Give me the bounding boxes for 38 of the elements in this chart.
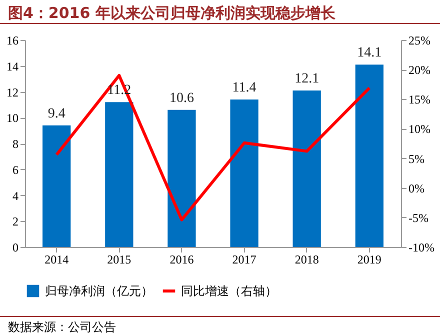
y2-tick-label: 10% — [408, 122, 430, 136]
legend-label: 归母净利润（亿元） — [45, 284, 153, 298]
bar — [168, 110, 196, 247]
x-tick-label: 2018 — [294, 252, 319, 266]
x-tick-label: 2019 — [357, 252, 382, 266]
data-label: 10.6 — [169, 90, 194, 106]
y-tick-label: 8 — [12, 137, 18, 151]
y-tick-label: 2 — [12, 214, 18, 229]
legend-label: 同比增速（右轴） — [181, 284, 277, 298]
y2-tick-label: -10% — [408, 240, 434, 254]
data-label: 12.1 — [294, 71, 320, 86]
y-tick-label: 16 — [6, 34, 18, 48]
x-tick-label: 2017 — [232, 252, 256, 266]
y2-tick-label: 0% — [408, 181, 424, 196]
y2-tick-label: 25% — [408, 34, 430, 48]
y2-tick-label: -5% — [408, 210, 428, 225]
y-tick-label: 0 — [12, 240, 18, 254]
data-label: 11.4 — [232, 80, 256, 96]
bar — [42, 125, 71, 247]
bar — [292, 90, 321, 247]
y2-tick-label: 20% — [408, 63, 430, 78]
x-tick-label: 2014 — [44, 252, 69, 266]
y-tick-label: 12 — [6, 85, 18, 100]
data-label: 9.4 — [48, 106, 66, 122]
x-tick-label: 2015 — [107, 252, 132, 266]
y-tick-label: 6 — [12, 162, 18, 177]
bar — [355, 64, 384, 247]
y2-tick-label: 15% — [408, 92, 430, 107]
bar — [105, 102, 134, 247]
bar — [230, 100, 258, 247]
x-tick-label: 2016 — [170, 252, 194, 266]
y-tick-label: 4 — [12, 188, 18, 203]
y-tick-label: 14 — [6, 59, 18, 74]
y-tick-label: 10 — [6, 111, 18, 126]
y2-tick-label: 5% — [408, 152, 424, 166]
source-note: 数据来源：公司公告 — [0, 316, 440, 336]
data-label: 14.1 — [357, 46, 382, 61]
chart-title: 图4：2016 年以来公司归母净利润实现稳步增长 — [0, 0, 440, 24]
